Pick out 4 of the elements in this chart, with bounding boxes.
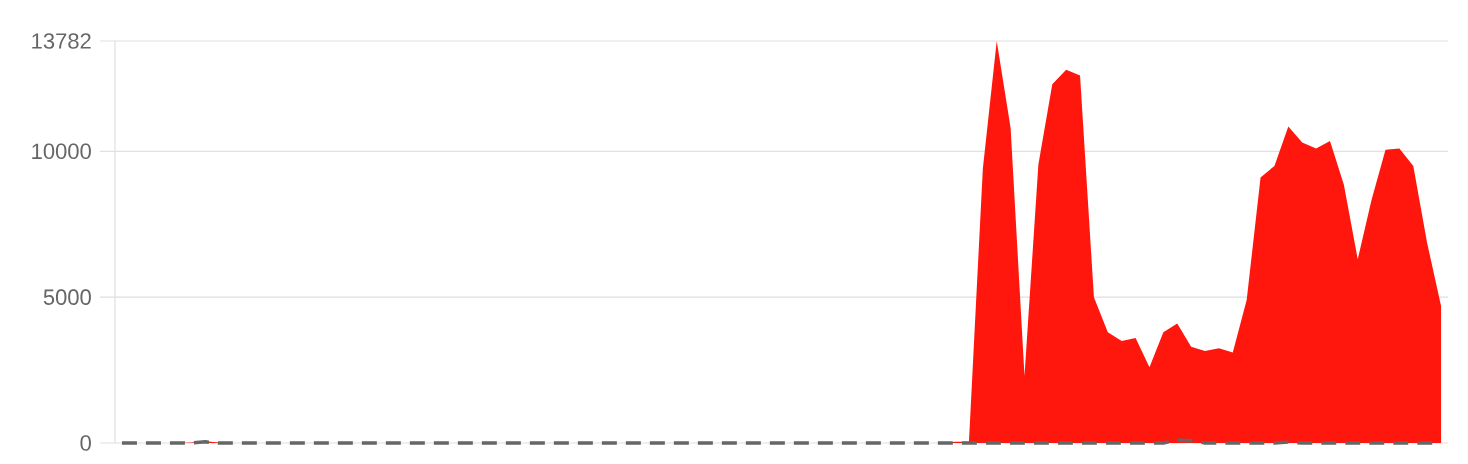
y-tick-label: 5000 [43, 289, 91, 305]
y-tick-label: 0 [80, 435, 91, 451]
y-tick-label: 13782 [32, 33, 91, 49]
y-tick-label: 10000 [32, 143, 91, 160]
